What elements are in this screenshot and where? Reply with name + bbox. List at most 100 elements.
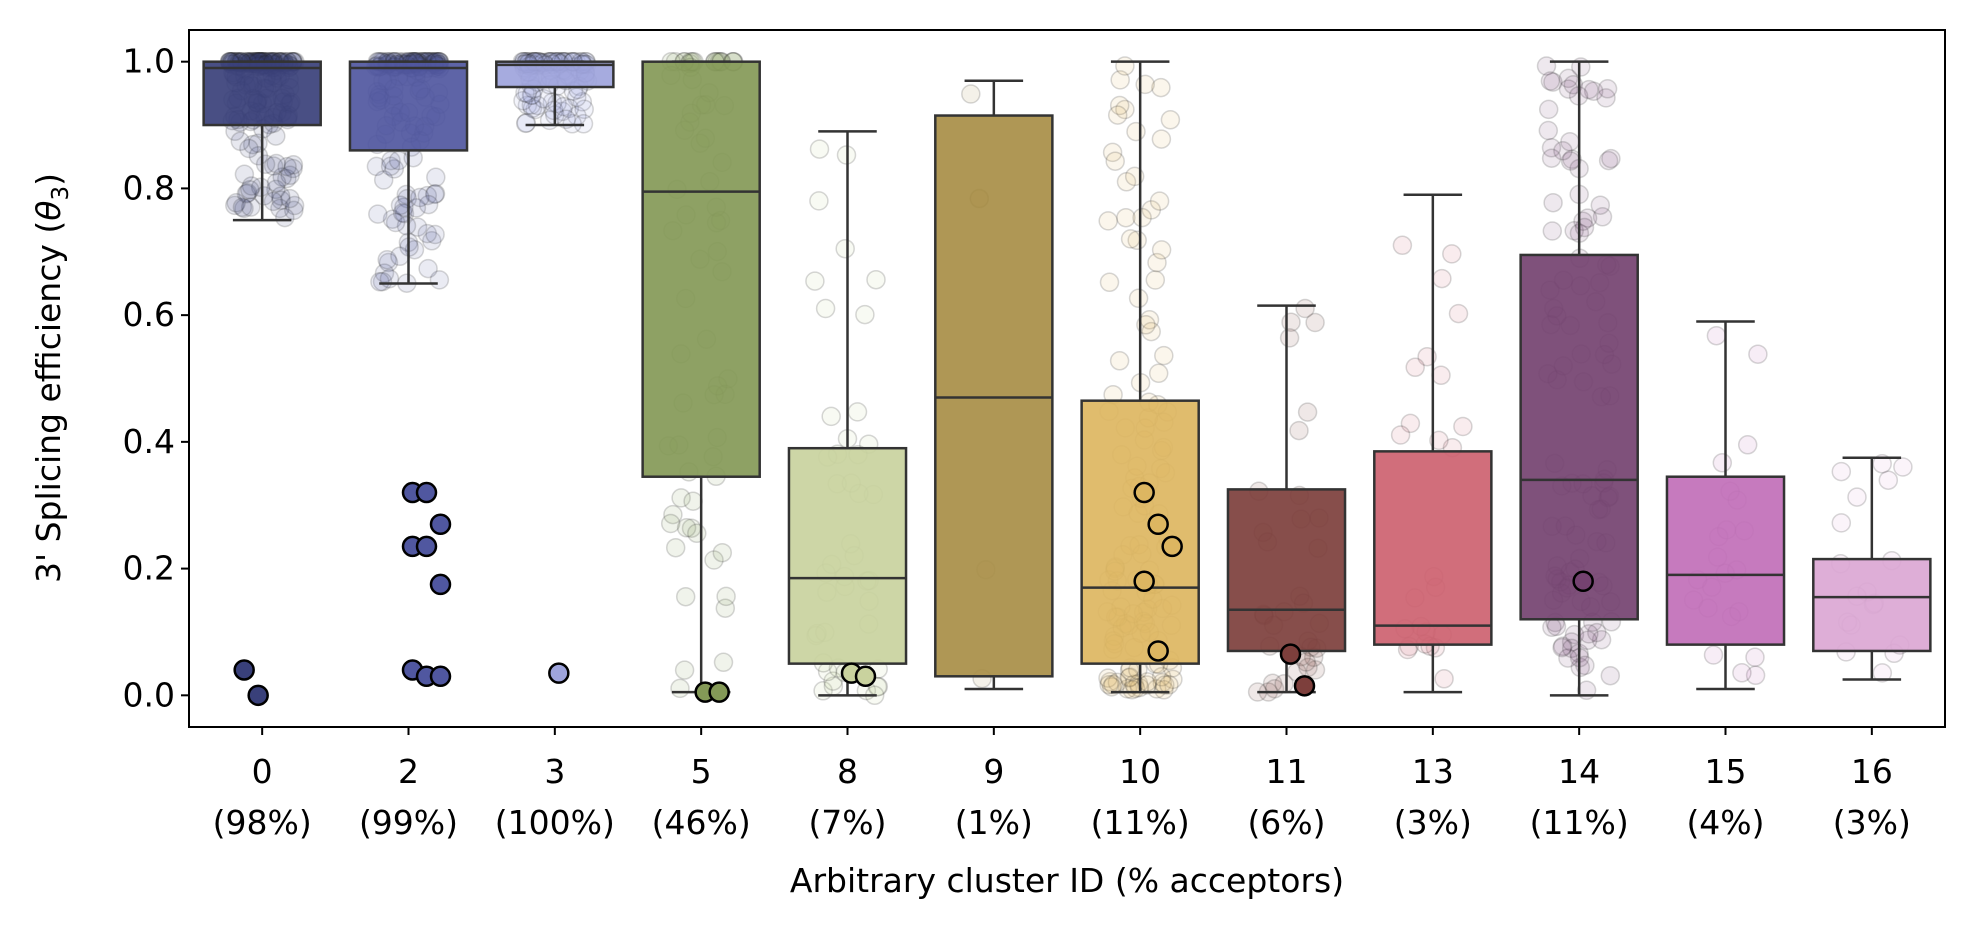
- jitter-point: [396, 184, 417, 205]
- box-cluster-16: [1812, 456, 1932, 681]
- highlight-point: [233, 659, 255, 681]
- x-tick-label-pct: (3%): [1833, 803, 1911, 842]
- jitter-point: [374, 263, 395, 283]
- x-axis: 0 (98%) 2 (99%) 3 (100%) 5 (46%) 8 (7%) 9 (1%) 10 (11…: [213, 727, 1911, 842]
- jitter-point: [1703, 645, 1724, 665]
- jitter-point: [847, 402, 868, 422]
- y-tick-label: 0.4: [123, 422, 175, 461]
- jitter-point: [713, 652, 734, 673]
- x-tick-label-id: 11: [1266, 752, 1308, 791]
- box-cluster-3: [495, 60, 615, 127]
- jitter-point: [239, 138, 259, 159]
- jitter-point: [1295, 298, 1315, 319]
- y-tick-label: 0.2: [123, 549, 175, 588]
- highlight-point: [429, 665, 452, 688]
- jitter-point: [266, 179, 286, 200]
- jitter-point: [410, 187, 430, 208]
- jitter-point: [397, 188, 417, 209]
- jitter-point: [1561, 632, 1582, 652]
- jitter-point: [1893, 457, 1913, 477]
- jitter-point: [1583, 81, 1604, 101]
- jitter-point: [234, 198, 254, 219]
- highlight-point: [1133, 570, 1155, 593]
- jitter-point: [1442, 244, 1462, 264]
- jitter-point: [425, 183, 446, 204]
- box-cluster-10: [1080, 60, 1200, 694]
- jitter-point: [1145, 270, 1166, 290]
- jitter-point: [404, 239, 425, 260]
- jitter-point: [547, 93, 567, 114]
- jitter-point: [1102, 142, 1123, 163]
- jitter-point: [266, 172, 287, 193]
- x-tick-label-pct: (7%): [808, 803, 886, 842]
- jitter-point: [1596, 88, 1616, 108]
- jitter-point: [516, 113, 537, 133]
- jitter-point: [1099, 674, 1119, 695]
- highlight-point: [247, 684, 269, 707]
- jitter-point: [1148, 363, 1169, 384]
- jitter-point: [1135, 74, 1155, 95]
- jitter-point: [1737, 435, 1758, 455]
- jitter-point: [263, 191, 284, 212]
- box-iqr: [1373, 450, 1493, 646]
- jitter-point: [1120, 229, 1141, 249]
- jitter-point: [385, 212, 406, 233]
- jitter-point: [380, 156, 401, 176]
- jitter-point: [683, 491, 703, 511]
- jitter-point: [1109, 351, 1130, 371]
- jitter-point: [572, 92, 593, 112]
- jitter-point: [226, 193, 246, 213]
- y-axis-title-theta: θ: [29, 201, 68, 221]
- x-tick-label-id: 15: [1705, 752, 1747, 791]
- x-tick-label-pct: (4%): [1686, 803, 1764, 842]
- jitter-point: [1434, 669, 1454, 689]
- boxes-layer: [202, 60, 1932, 697]
- jitter-point: [1563, 74, 1584, 95]
- highlight-point: [854, 665, 877, 688]
- jitter-point: [366, 156, 387, 177]
- jitter-point: [1147, 252, 1167, 273]
- jitter-point: [418, 194, 439, 215]
- jitter-point: [574, 99, 594, 120]
- jitter-point: [1120, 667, 1140, 687]
- y-axis-title-close: ): [29, 173, 68, 186]
- jitter-point: [1154, 345, 1174, 366]
- jitter-point: [1163, 669, 1183, 690]
- jitter-point: [675, 586, 696, 607]
- jitter-point: [277, 168, 297, 189]
- highlight-point: [708, 681, 730, 703]
- jitter-point: [566, 87, 587, 108]
- box-iqr: [1519, 253, 1639, 621]
- jitter-point: [1103, 674, 1123, 695]
- jitter-point: [270, 186, 291, 206]
- jitter-point: [670, 678, 690, 699]
- box-cluster-0: [202, 60, 322, 222]
- jitter-point: [1154, 680, 1174, 700]
- highlight-point: [429, 513, 452, 535]
- jitter-point: [373, 170, 394, 190]
- jitter-point: [1432, 268, 1452, 289]
- jitter-point: [396, 215, 417, 236]
- highlight-point: [1133, 481, 1155, 504]
- jitter-point: [284, 195, 305, 216]
- highlight-point: [548, 662, 570, 684]
- jitter-point: [1558, 648, 1578, 668]
- box-iqr: [202, 60, 322, 127]
- jitter-point: [515, 113, 536, 134]
- jitter-point: [1597, 79, 1618, 99]
- jitter-point: [1116, 172, 1137, 192]
- jitter-point: [1553, 141, 1573, 161]
- jitter-point: [1105, 151, 1125, 171]
- x-tick-label-pct: (3%): [1394, 803, 1472, 842]
- x-tick-label-id: 16: [1851, 752, 1893, 791]
- x-tick-label-pct: (100%): [495, 803, 615, 842]
- jitter-point: [1592, 207, 1613, 227]
- jitter-point: [716, 586, 736, 607]
- x-tick-label-id: 13: [1412, 752, 1454, 791]
- jitter-point: [1745, 665, 1766, 686]
- jitter-point: [1601, 148, 1621, 169]
- jitter-point: [687, 523, 707, 544]
- box-cluster-9: [934, 79, 1054, 691]
- y-tick-label: 0.8: [123, 168, 175, 207]
- jitter-point: [275, 207, 295, 228]
